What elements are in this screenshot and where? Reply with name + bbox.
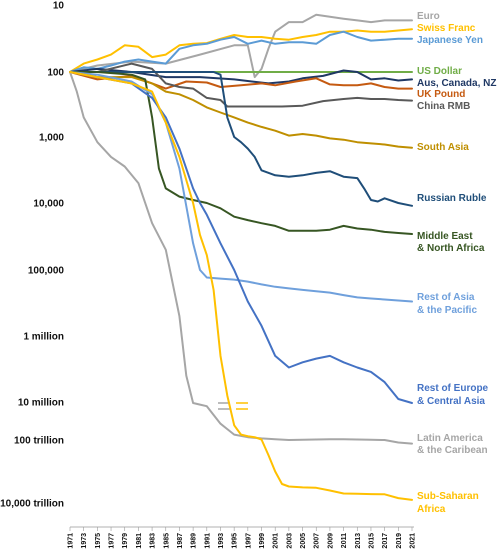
series-line <box>69 71 413 404</box>
series-label: South Asia <box>417 142 469 153</box>
x-tick-label: 2009 <box>327 533 334 549</box>
x-tick-label: 1999 <box>259 533 266 549</box>
series-line <box>69 62 413 108</box>
series-line <box>69 71 413 207</box>
series-line <box>69 13 413 79</box>
x-tick-label: 1991 <box>204 533 211 549</box>
x-tick-label: 1997 <box>245 533 252 549</box>
x-tick-label: 1987 <box>177 533 184 549</box>
y-tick-label: 10,000 trillion <box>0 499 64 510</box>
x-tick-label: 1989 <box>191 533 198 549</box>
x-tick-label: 2013 <box>355 533 362 549</box>
series-label: Russian Ruble <box>417 193 487 204</box>
x-tick-label: 1979 <box>122 533 129 549</box>
x-tick-label: 2019 <box>396 533 403 549</box>
x-tick-label: 2021 <box>410 533 417 549</box>
series-layer <box>69 13 413 501</box>
series-label: Aus, Canada, NZ <box>417 78 496 89</box>
y-tick-label: 100 <box>47 68 64 79</box>
series-label: Rest of Europe & Central Asia <box>417 383 489 407</box>
series-line <box>69 67 413 85</box>
series-label: Japanese Yen <box>417 35 483 46</box>
x-tick-label: 2001 <box>273 533 280 549</box>
y-tick-label: 10 million <box>18 398 64 409</box>
x-tick-label: 2017 <box>382 533 389 549</box>
y-tick-label: 10 <box>53 1 65 12</box>
y-tick-label: 10,000 <box>33 199 64 210</box>
x-tick-label: 1993 <box>218 533 225 549</box>
series-line <box>69 28 413 73</box>
y-tick-label: 1,000 <box>39 133 64 144</box>
x-tick-label: 1977 <box>109 533 116 549</box>
x-tick-label: 1981 <box>136 533 143 549</box>
y-tick-label: 1 million <box>23 332 64 343</box>
x-tick-label: 2011 <box>341 533 348 548</box>
x-tick-label: 2005 <box>300 533 307 549</box>
series-line <box>69 71 413 235</box>
x-tick-label: 2015 <box>368 533 375 549</box>
series-label: China RMB <box>417 101 470 112</box>
series-line <box>69 71 413 445</box>
x-tick-label: 1985 <box>163 533 170 549</box>
series-label: Rest of Asia & the Pacific <box>417 292 477 316</box>
series-line <box>69 71 413 501</box>
series-label: Latin America & the Caribean <box>417 433 488 456</box>
x-tick-label: 1973 <box>81 533 88 549</box>
axis-layer: 1971 1973 1975 1977 1979 1981 1983 1985 1987 1989… <box>0 1 416 549</box>
x-tick-label: 2007 <box>314 533 321 549</box>
series-label: Middle East & North Africa <box>417 231 485 254</box>
series-line <box>69 30 413 73</box>
y-tick-label: 100,000 <box>28 266 65 277</box>
y-tick-label: 100 trillion <box>14 436 64 447</box>
x-tick-label: 1995 <box>232 533 239 549</box>
series-line <box>69 71 413 149</box>
series-label: Euro <box>417 11 440 22</box>
x-tick-label: 1983 <box>150 533 157 549</box>
series-label: Swiss Franc <box>417 23 476 34</box>
series-label: Sub-Saharan Africa <box>417 491 479 515</box>
series-label: US Dollar <box>417 66 462 77</box>
x-tick-label: 2003 <box>286 533 293 549</box>
series-label: UK Pound <box>417 89 465 100</box>
x-tick-label: 1975 <box>95 533 102 549</box>
x-tick-label: 1971 <box>68 533 75 549</box>
